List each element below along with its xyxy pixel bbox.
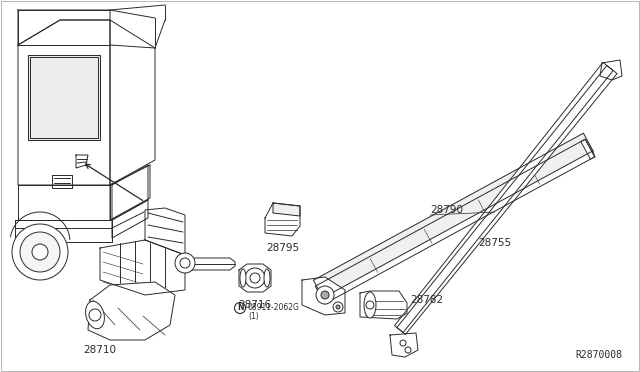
- Polygon shape: [18, 10, 110, 45]
- Circle shape: [336, 305, 340, 309]
- Polygon shape: [30, 57, 98, 138]
- Circle shape: [405, 347, 411, 353]
- Ellipse shape: [264, 269, 270, 287]
- Text: 28782: 28782: [410, 295, 443, 305]
- Text: 28755: 28755: [478, 238, 511, 248]
- Polygon shape: [390, 333, 418, 357]
- Circle shape: [250, 273, 260, 283]
- Polygon shape: [314, 133, 593, 298]
- Circle shape: [333, 302, 343, 312]
- Polygon shape: [15, 220, 112, 242]
- Text: 28716: 28716: [239, 300, 271, 310]
- Circle shape: [12, 224, 68, 280]
- Polygon shape: [88, 282, 175, 340]
- Circle shape: [321, 291, 329, 299]
- Polygon shape: [273, 203, 300, 216]
- Text: N: N: [237, 304, 243, 312]
- Polygon shape: [316, 139, 595, 304]
- Circle shape: [245, 268, 265, 288]
- Polygon shape: [76, 155, 88, 168]
- Polygon shape: [302, 277, 345, 315]
- Polygon shape: [28, 55, 100, 140]
- Polygon shape: [112, 165, 148, 220]
- Polygon shape: [239, 264, 271, 292]
- Ellipse shape: [364, 292, 376, 318]
- Circle shape: [366, 301, 374, 309]
- Circle shape: [234, 302, 246, 314]
- Polygon shape: [185, 258, 235, 270]
- Text: 28710: 28710: [83, 345, 116, 355]
- Ellipse shape: [86, 301, 104, 329]
- Polygon shape: [394, 62, 617, 334]
- Polygon shape: [581, 139, 595, 159]
- Circle shape: [32, 244, 48, 260]
- Ellipse shape: [240, 269, 246, 287]
- Circle shape: [175, 253, 195, 273]
- Text: 28795: 28795: [266, 243, 300, 253]
- Text: (1): (1): [248, 311, 259, 321]
- Polygon shape: [600, 60, 622, 80]
- Polygon shape: [18, 20, 110, 185]
- Polygon shape: [52, 175, 72, 188]
- Polygon shape: [100, 240, 185, 295]
- Polygon shape: [360, 291, 407, 319]
- Polygon shape: [265, 203, 300, 236]
- Polygon shape: [110, 20, 155, 185]
- Circle shape: [20, 232, 60, 272]
- Polygon shape: [112, 200, 148, 238]
- Polygon shape: [145, 208, 185, 255]
- Text: 28790: 28790: [430, 205, 463, 215]
- Polygon shape: [397, 65, 613, 333]
- Polygon shape: [18, 185, 110, 220]
- Circle shape: [400, 340, 406, 346]
- Polygon shape: [110, 165, 150, 220]
- Circle shape: [316, 286, 334, 304]
- Text: 08911-2062G: 08911-2062G: [248, 302, 300, 311]
- Text: R2870008: R2870008: [575, 350, 622, 360]
- Circle shape: [180, 258, 190, 268]
- Circle shape: [89, 309, 101, 321]
